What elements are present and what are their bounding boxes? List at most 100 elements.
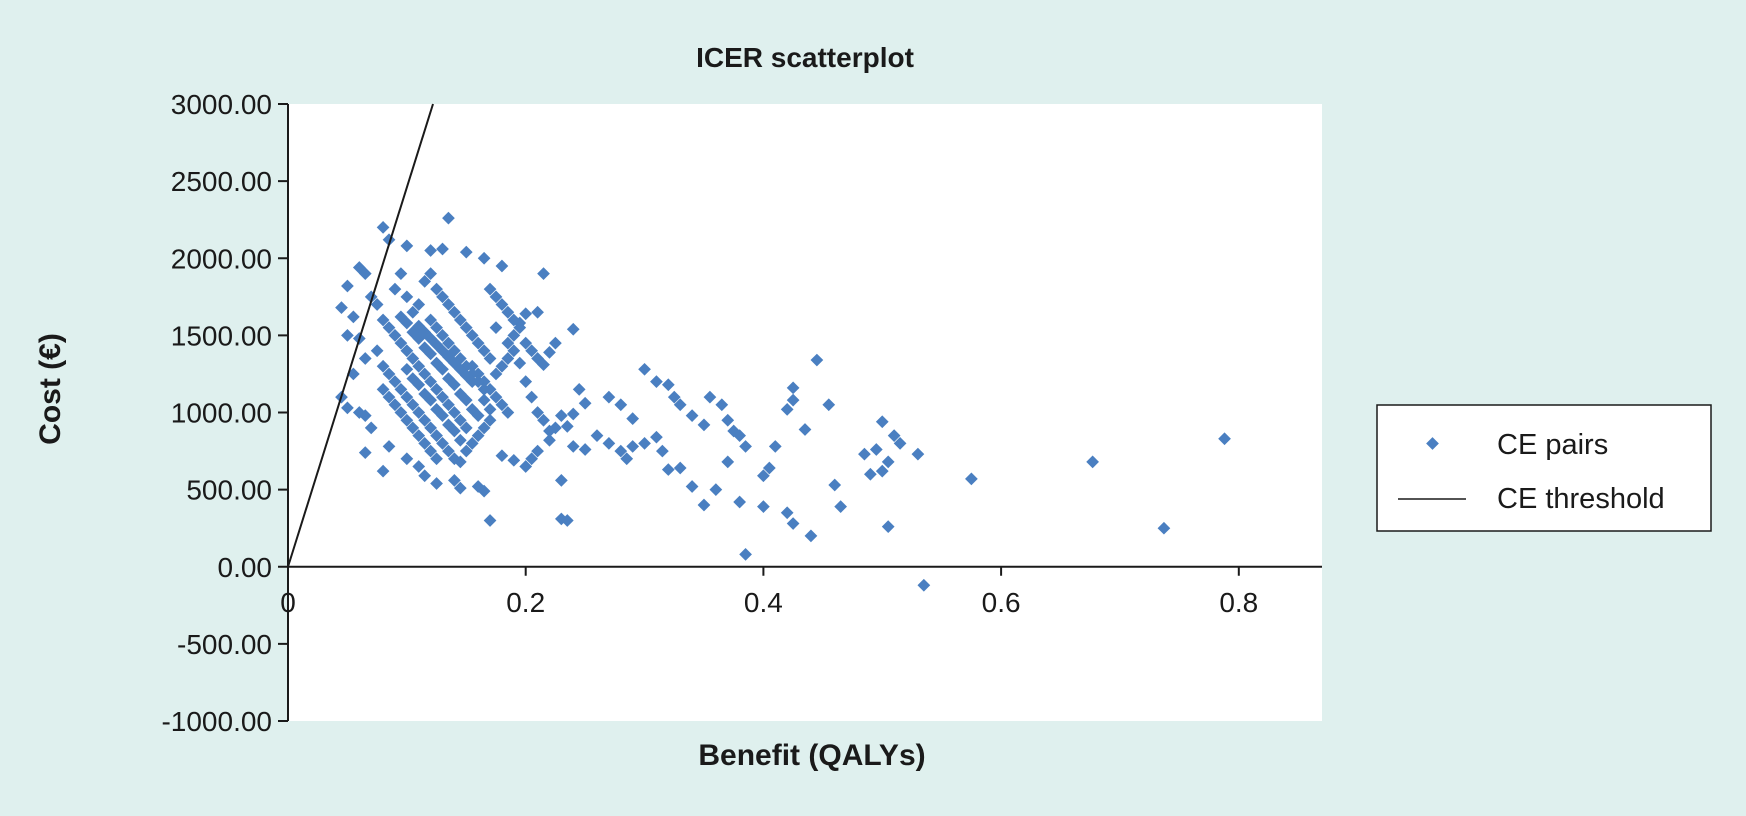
ce-pair-point <box>465 329 479 342</box>
y-tick-label: 1000.00 <box>171 398 272 429</box>
ce-pair-point <box>448 305 461 319</box>
ce-pair-point <box>418 469 432 483</box>
ce-pair-point <box>406 421 420 435</box>
ce-pair-point <box>448 474 461 487</box>
ce-pair-point <box>430 321 443 335</box>
axes: 3000.00 2500.00 2000.00 1500.00 1000.00 500.0… <box>161 89 1322 737</box>
ce-pair-point <box>400 452 414 466</box>
ce-pair-point <box>442 398 455 412</box>
ce-pair-point <box>501 336 515 350</box>
ce-pair-point <box>477 344 491 358</box>
ce-pair-point <box>412 460 426 473</box>
ce-pair-point <box>412 298 426 311</box>
ce-pair-point <box>364 421 378 435</box>
ce-pair-point <box>430 429 443 443</box>
ce-pair-point <box>489 321 503 335</box>
ce-pair-point <box>424 421 437 435</box>
chart-title: ICER scatterplot <box>696 42 914 73</box>
ce-pair-point <box>459 444 473 458</box>
ce-pair-point <box>400 362 414 376</box>
ce-pair-point <box>436 436 449 450</box>
ce-pair-point <box>424 313 437 327</box>
ce-pair-point <box>436 390 449 404</box>
y-tick-label: 3000.00 <box>171 89 272 120</box>
y-tick-label: -500.00 <box>177 629 272 660</box>
ce-pair-point <box>442 336 455 350</box>
ce-pair-point <box>376 221 390 234</box>
x-tick-label: 0.2 <box>506 587 545 618</box>
ce-pair-point <box>358 267 372 281</box>
ce-pair-point <box>430 477 443 490</box>
ce-pair-point <box>400 316 414 330</box>
ce-pair-point <box>477 382 491 396</box>
ce-pair-point <box>483 403 497 416</box>
ce-pair-point <box>376 359 390 373</box>
ce-pair-point <box>412 429 426 443</box>
ce-pair-point <box>400 344 414 358</box>
ce-pair-point <box>376 464 390 478</box>
ce-pair-point <box>436 242 449 256</box>
ce-pair-point <box>394 336 408 350</box>
x-axis-title: Benefit (QALYs) <box>698 739 925 772</box>
ce-pair-point <box>388 282 402 296</box>
ce-pair-point <box>412 378 426 392</box>
ce-pair-point <box>382 321 396 335</box>
ce-pair-point <box>471 336 485 350</box>
ce-pair-point <box>489 390 503 404</box>
x-tick-label: 0.4 <box>744 587 783 618</box>
ce-pair-point <box>418 413 432 427</box>
legend: CE pairs CE threshold <box>1376 404 1712 532</box>
ce-pair-point <box>335 301 348 314</box>
ce-pair-point <box>358 446 372 459</box>
legend-box <box>1376 404 1712 532</box>
ce-pair-point <box>370 298 384 311</box>
ce-pair-point <box>436 290 449 304</box>
ce-pair-point <box>400 239 414 253</box>
ce-pair-point <box>370 344 384 358</box>
ce-pair-point <box>382 367 396 381</box>
ce-pair-point <box>418 275 432 288</box>
ce-pair-point <box>489 367 503 381</box>
ce-pair-point <box>477 393 491 407</box>
legend-label-ce-threshold: CE threshold <box>1497 483 1665 515</box>
ce-pair-point <box>501 305 515 319</box>
ce-pair-point <box>459 321 473 335</box>
ce-pair-point <box>471 429 485 443</box>
ce-pair-point <box>394 267 408 281</box>
ce-pair-point <box>483 352 497 365</box>
x-tick-label: 0.8 <box>1219 587 1258 618</box>
ce-pair-point <box>406 352 420 365</box>
ce-pair-point <box>465 436 479 450</box>
ce-pair-point <box>424 347 437 361</box>
ce-pair-point <box>436 362 449 376</box>
ce-pair-point <box>495 298 509 311</box>
ce-pair-point <box>394 406 408 419</box>
ce-pair-point <box>448 424 461 438</box>
ce-pair-point <box>442 298 455 311</box>
legend-label-ce-pairs: CE pairs <box>1497 429 1608 461</box>
y-tick-label: 0.00 <box>218 552 273 583</box>
ce-pair-point <box>501 406 515 419</box>
ce-pair-point <box>453 433 467 447</box>
ce-pair-point <box>453 455 467 469</box>
ce-pair-point <box>400 390 414 404</box>
ce-pair-point <box>406 305 420 319</box>
ce-pair-point <box>424 244 437 257</box>
ce-pair-point <box>453 313 467 327</box>
ce-pair-point <box>495 449 509 463</box>
ce-pair-point <box>412 359 426 373</box>
ce-pair-point <box>430 282 443 296</box>
ce-pair-point <box>394 382 408 396</box>
ce-pair-point <box>388 375 402 389</box>
ce-pair-point <box>388 398 402 412</box>
y-axis-title: Cost (€) <box>34 333 67 445</box>
ce-pair-point <box>459 393 473 407</box>
y-tick-label: 2500.00 <box>171 166 272 197</box>
ce-pair-point <box>382 390 396 404</box>
ce-pair-point <box>448 406 461 419</box>
ce-pair-point <box>400 413 414 427</box>
y-tick-label: -1000.00 <box>161 706 272 737</box>
ce-pair-point <box>418 436 432 450</box>
ce-pair-point <box>424 375 437 389</box>
